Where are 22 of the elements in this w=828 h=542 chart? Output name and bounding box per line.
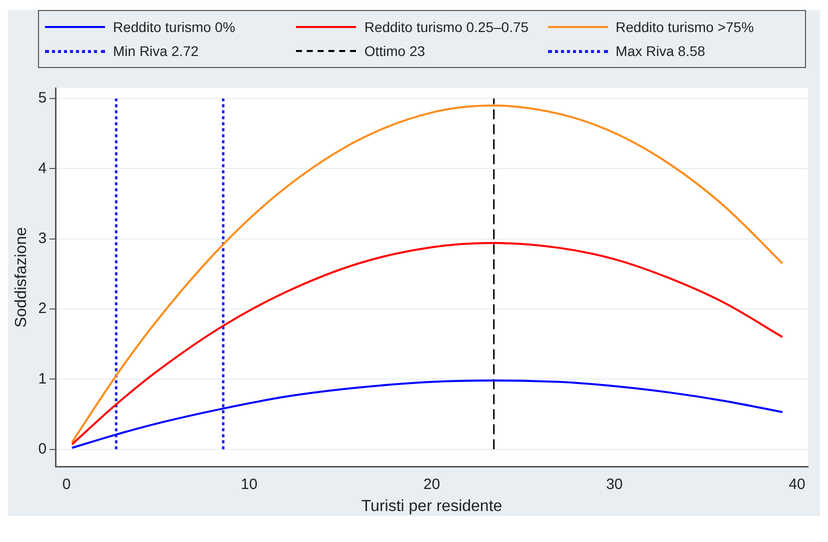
y-axis-title: Soddisfazione: [13, 227, 30, 328]
y-tick-label: 1: [38, 370, 47, 388]
y-tick-label: 0: [38, 440, 47, 458]
x-tick-label: 30: [606, 476, 623, 493]
y-tick-label: 5: [38, 90, 47, 107]
legend-label: Min Riva 2.72: [113, 43, 199, 59]
x-axis-title: Turisti per residente: [361, 498, 502, 515]
y-tick-label: 2: [38, 300, 47, 318]
legend-label: Reddito turismo 0.25–0.75: [364, 19, 529, 35]
line-series: [70, 242, 784, 446]
x-tick-label: 0: [62, 476, 71, 493]
legend-label: Reddito turismo 0%: [113, 19, 236, 35]
legend-label: Ottimo 23: [364, 43, 426, 59]
y-tick-label: 3: [38, 230, 47, 247]
x-tick-label: 20: [423, 476, 440, 493]
y-tick-label: 4: [38, 160, 47, 177]
x-tick-label: 40: [788, 476, 806, 493]
legend-label: Reddito turismo >75%: [616, 19, 754, 35]
x-tick-label: 10: [240, 476, 258, 493]
legend-label: Max Riva 8.58: [616, 43, 706, 59]
line-series: [70, 380, 784, 449]
line-series: [70, 104, 784, 444]
